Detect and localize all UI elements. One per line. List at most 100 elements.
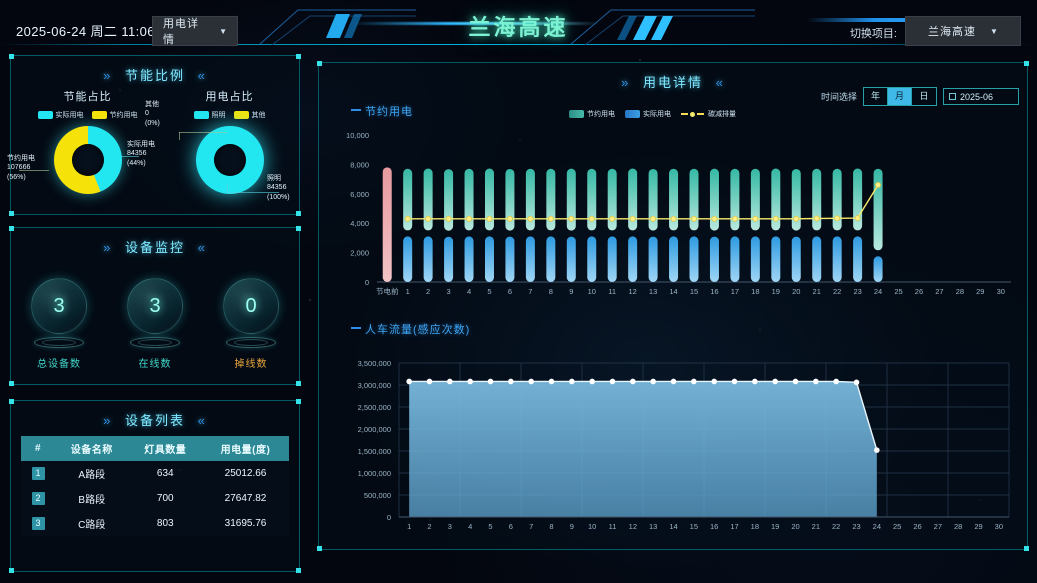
area-data-point[interactable]	[548, 378, 555, 385]
bar-actual-usage	[648, 236, 658, 282]
line-data-point[interactable]	[731, 215, 738, 222]
y-axis-tick-label: 2,500,000	[358, 403, 391, 412]
main-panel-header: » 用电详情 « 时间选择 年 月 日 2025-06 节	[319, 63, 1027, 118]
line-data-point[interactable]	[670, 215, 677, 222]
line-data-point[interactable]	[466, 215, 472, 222]
line-data-point[interactable]	[609, 215, 616, 222]
area-data-point[interactable]	[508, 378, 514, 385]
page-select-dropdown[interactable]: 用电详情 ▼	[152, 16, 238, 46]
legend-label: 照明	[211, 112, 226, 119]
x-axis-tick-label: 17	[730, 522, 738, 531]
stat-online-devices[interactable]: 3 在线数	[116, 278, 194, 370]
line-data-point[interactable]	[650, 215, 657, 222]
calendar-icon	[949, 93, 956, 100]
area-data-point[interactable]	[670, 378, 677, 385]
x-axis-tick-label: 18	[751, 522, 759, 531]
line-data-point[interactable]	[875, 182, 882, 188]
x-axis-tick-label: 4	[468, 522, 472, 531]
line-data-point[interactable]	[711, 215, 718, 222]
table-row[interactable]: 2 B路段 700 27647.82	[21, 486, 289, 511]
usage-ratio-legend: 照明 其他	[157, 110, 302, 120]
area-data-point[interactable]	[426, 378, 433, 385]
project-select-dropdown[interactable]: 兰海高速 ▼	[905, 16, 1021, 46]
line-data-point[interactable]	[834, 215, 841, 222]
other-slice-label: 其他 0 (0%)	[145, 100, 160, 128]
line-data-point[interactable]	[854, 215, 861, 222]
area-data-point[interactable]	[813, 378, 819, 385]
panel-corner	[296, 54, 301, 59]
chevron-right-icon: »	[103, 240, 113, 255]
area-data-point[interactable]	[447, 378, 453, 385]
time-option-day[interactable]: 日	[919, 91, 929, 101]
line-data-point[interactable]	[425, 215, 432, 222]
line-data-point[interactable]	[404, 215, 411, 222]
line-data-point[interactable]	[506, 215, 513, 222]
device-list-table: # 设备名称 灯具数量 用电量(度) 1 A路段 634 25012.66 2 …	[21, 436, 289, 536]
time-option-month[interactable]: 月	[888, 88, 912, 105]
line-data-point[interactable]	[752, 215, 759, 222]
bar-actual-usage	[484, 236, 494, 282]
usage-ratio-donut[interactable]: 其他 0 (0%) 照明 84356 (100%)	[145, 101, 302, 202]
area-data-point[interactable]	[731, 378, 738, 385]
row-lamps-cell: 803	[156, 518, 174, 529]
time-granularity-segmented: 年 月 日	[863, 87, 937, 106]
line-data-point[interactable]	[793, 215, 800, 222]
legend-item-saving[interactable]: 节约用电	[569, 109, 615, 119]
area-data-point[interactable]	[589, 378, 595, 385]
saving-ratio-donut[interactable]: 节约用电 107666 (56%) 实际用电 84356 (44%)	[7, 122, 160, 202]
row-index-badge: 2	[31, 492, 45, 505]
traffic-flow-area-chart[interactable]: 0 500,000 1,000,000 1,500,000 2,000,000 2,500…	[329, 353, 1019, 543]
line-data-point[interactable]	[486, 215, 493, 222]
x-axis-tick-label: 3	[448, 522, 452, 531]
stat-total-devices[interactable]: 3 总设备数	[20, 278, 98, 370]
line-data-point[interactable]	[691, 215, 697, 222]
area-data-point[interactable]	[630, 378, 636, 385]
legend-label: 节约用电	[587, 111, 615, 118]
table-row[interactable]: 1 A路段 634 25012.66	[21, 461, 289, 486]
line-data-point[interactable]	[629, 215, 636, 222]
line-data-point[interactable]	[445, 215, 452, 222]
line-data-point[interactable]	[568, 215, 575, 222]
area-data-point[interactable]	[406, 378, 412, 385]
stat-offline-devices[interactable]: 0 掉线数	[212, 278, 290, 370]
area-data-point[interactable]	[752, 378, 758, 385]
row-index-badge: 1	[31, 467, 45, 480]
legend-item-actual[interactable]: 实际用电	[625, 109, 671, 119]
table-row[interactable]: 3 C路段 803 31695.76	[21, 511, 289, 536]
area-data-point[interactable]	[528, 378, 534, 385]
stat-value: 3	[149, 294, 161, 317]
orb-shape: 3	[31, 278, 87, 334]
area-data-point[interactable]	[711, 378, 717, 385]
x-axis-tick-label: 23	[852, 522, 860, 531]
area-data-point[interactable]	[487, 378, 494, 385]
row-lamps-cell: 634	[156, 468, 174, 479]
area-data-point[interactable]	[569, 378, 575, 385]
area-data-point[interactable]	[853, 379, 860, 386]
x-axis-tick-label: 1	[406, 287, 410, 296]
x-axis-tick-label: 20	[792, 287, 800, 296]
area-data-point[interactable]	[650, 378, 656, 385]
bar-saved-energy	[587, 168, 597, 231]
panel-title-text: 设备监控	[124, 240, 185, 255]
line-data-point[interactable]	[813, 215, 820, 222]
line-data-point[interactable]	[772, 215, 779, 222]
area-data-point[interactable]	[772, 378, 778, 385]
area-data-point[interactable]	[609, 378, 616, 385]
date-picker-input[interactable]: 2025-06	[943, 88, 1019, 105]
area-data-point[interactable]	[792, 378, 799, 385]
time-option-year[interactable]: 年	[864, 88, 888, 105]
line-data-point[interactable]	[527, 215, 534, 222]
x-axis-tick-label: 24	[874, 287, 882, 296]
area-data-point[interactable]	[874, 447, 880, 453]
x-axis-tick-label: 22	[833, 287, 841, 296]
bar-actual-usage	[505, 236, 515, 282]
line-data-point[interactable]	[588, 215, 595, 222]
area-data-point[interactable]	[833, 378, 839, 385]
orb-base-ring	[34, 337, 84, 348]
area-data-point[interactable]	[467, 378, 473, 385]
legend-item-carbon[interactable]: 碳减排量	[681, 109, 736, 119]
line-data-point[interactable]	[547, 215, 554, 222]
bar-actual-usage	[566, 236, 576, 282]
area-data-point[interactable]	[691, 378, 697, 385]
